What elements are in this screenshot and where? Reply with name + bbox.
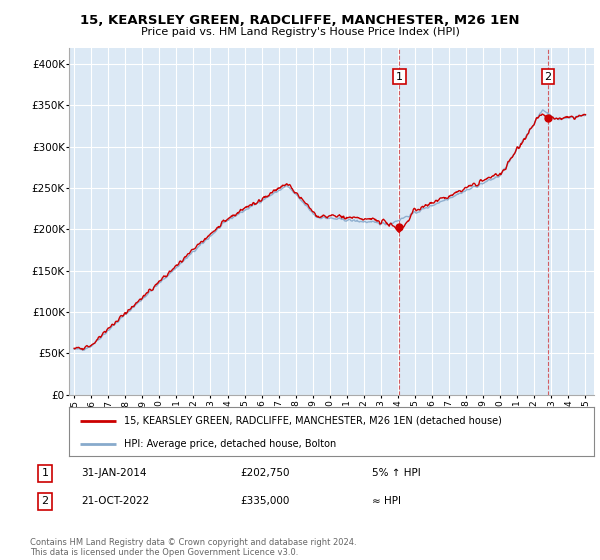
Text: Price paid vs. HM Land Registry's House Price Index (HPI): Price paid vs. HM Land Registry's House …	[140, 27, 460, 37]
Text: 5% ↑ HPI: 5% ↑ HPI	[372, 468, 421, 478]
Text: Contains HM Land Registry data © Crown copyright and database right 2024.
This d: Contains HM Land Registry data © Crown c…	[30, 538, 356, 557]
Text: 1: 1	[396, 72, 403, 82]
Text: £335,000: £335,000	[240, 496, 289, 506]
Text: 15, KEARSLEY GREEN, RADCLIFFE, MANCHESTER, M26 1EN (detached house): 15, KEARSLEY GREEN, RADCLIFFE, MANCHESTE…	[124, 416, 502, 426]
Text: 2: 2	[41, 496, 49, 506]
Text: ≈ HPI: ≈ HPI	[372, 496, 401, 506]
Text: 2: 2	[544, 72, 551, 82]
Text: 15, KEARSLEY GREEN, RADCLIFFE, MANCHESTER, M26 1EN: 15, KEARSLEY GREEN, RADCLIFFE, MANCHESTE…	[80, 14, 520, 27]
Text: HPI: Average price, detached house, Bolton: HPI: Average price, detached house, Bolt…	[124, 439, 337, 449]
Text: 31-JAN-2014: 31-JAN-2014	[81, 468, 146, 478]
Text: £202,750: £202,750	[240, 468, 290, 478]
Text: 1: 1	[41, 468, 49, 478]
Text: 21-OCT-2022: 21-OCT-2022	[81, 496, 149, 506]
